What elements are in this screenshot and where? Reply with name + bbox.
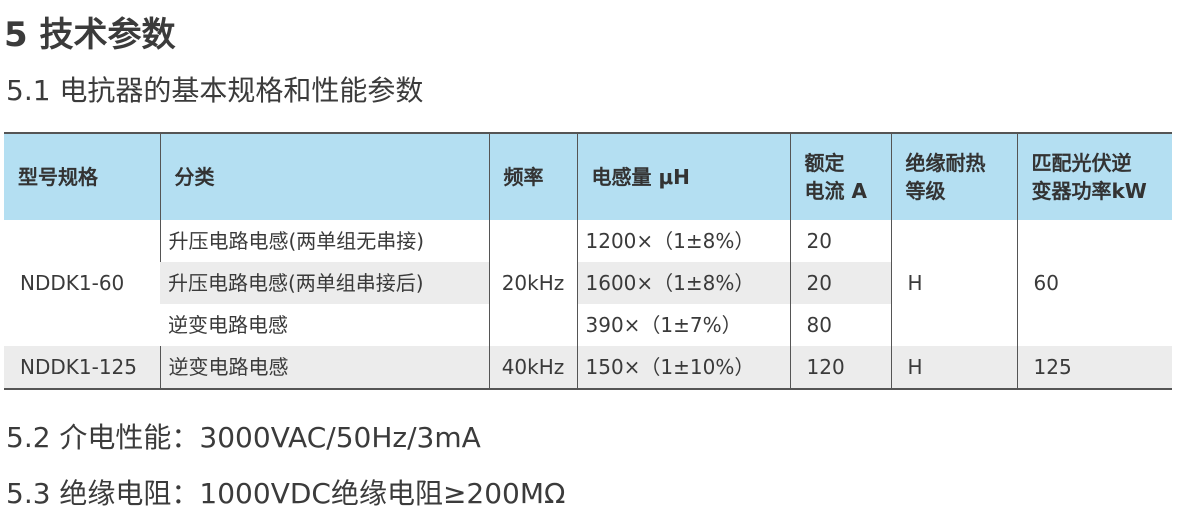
table-row: NDDK1-60 升压电路电感(两单组无串接) 20kHz 1200×（1±8%… — [4, 220, 1172, 346]
header-insulation-line2: 等级 — [905, 179, 946, 203]
insulation-resistance-spec: 5.3 绝缘电阻：1000VDC绝缘电阻≥200MΩ — [6, 477, 566, 510]
header-model: 型号规格 — [4, 132, 160, 220]
cell-inductance: 1600×（1±8%） — [576, 262, 790, 304]
cell-current: 20 — [789, 220, 891, 262]
header-current-line1: 额定 — [804, 151, 845, 175]
spec-table: 型号规格 分类 频率 电感量 μH 额定 电流 A 绝缘耐热 等级 匹配光伏逆 … — [4, 132, 1172, 390]
dielectric-spec: 5.2 介电性能：3000VAC/50Hz/3mA — [6, 421, 481, 454]
cell-category: 逆变电路电感 — [168, 313, 288, 337]
table-row: 逆变电路电感 390×（1±7%） 80 — [4, 304, 1172, 346]
cell-power: 125 — [1016, 346, 1172, 390]
cell-model: NDDK1-60 — [20, 271, 125, 295]
header-power-line2: 变器功率kW — [1031, 179, 1147, 203]
header-insulation: 绝缘耐热 等级 — [890, 132, 1017, 220]
header-power-line1: 匹配光伏逆 — [1031, 151, 1132, 175]
section-subtitle: 5.1 电抗器的基本规格和性能参数 — [6, 74, 424, 107]
header-insulation-line1: 绝缘耐热 — [905, 151, 986, 175]
cell-current: 80 — [789, 304, 891, 346]
spec-table-container: 型号规格 分类 频率 电感量 μH 额定 电流 A 绝缘耐热 等级 匹配光伏逆 … — [4, 132, 1172, 390]
cell-inductance: 1200×（1±8%） — [576, 220, 790, 262]
cell-model: NDDK1-125 — [4, 346, 160, 390]
cell-inductance: 150×（1±10%） — [576, 346, 790, 390]
header-frequency: 频率 — [488, 132, 577, 220]
cell-category: 升压电路电感(两单组串接后) — [160, 262, 489, 304]
section-title: 5 技术参数 — [4, 15, 176, 55]
cell-frequency: 20kHz — [488, 220, 577, 346]
table-row: NDDK1-125 逆变电路电感 40kHz 150×（1±10%） 120 H… — [4, 346, 1172, 390]
header-inductance: 电感量 μH — [576, 132, 790, 220]
cell-current: 20 — [789, 262, 891, 304]
header-category: 分类 — [159, 132, 489, 220]
cell-insulation: H — [890, 346, 1017, 390]
cell-current: 120 — [789, 346, 891, 390]
header-power: 匹配光伏逆 变器功率kW — [1016, 132, 1172, 220]
cell-inductance: 390×（1±7%） — [576, 304, 790, 346]
cell-category: 逆变电路电感 — [159, 346, 489, 390]
table-header-row: 型号规格 分类 频率 电感量 μH 额定 电流 A 绝缘耐热 等级 匹配光伏逆 … — [4, 132, 1172, 220]
cell-category: 升压电路电感(两单组无串接) — [159, 220, 489, 262]
header-current-line2: 电流 A — [804, 179, 867, 203]
cell-frequency: 40kHz — [488, 346, 577, 390]
cell-insulation: H — [890, 220, 1017, 346]
header-current: 额定 电流 A — [789, 132, 891, 220]
cell-power: 60 — [1016, 220, 1172, 346]
table-row: 升压电路电感(两单组串接后) 1600×（1±8%） 20 — [4, 262, 1172, 304]
